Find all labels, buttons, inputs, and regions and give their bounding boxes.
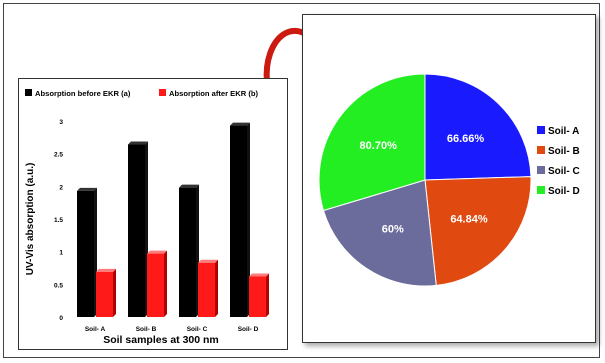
legend-swatch [537,186,545,194]
pie-data-labels: 66.66% 64.84% 60% 80.70% [360,133,488,235]
bar-before-ekr [179,187,196,317]
bar-before-ekr [77,190,94,317]
bar-top [77,187,97,191]
bar-side [247,122,250,317]
legend-swatch-before [25,89,32,96]
bar-before-ekr [230,125,247,317]
bar-top [179,184,199,188]
y-tick-label: 2 [59,184,63,191]
legend-swatch [537,126,545,134]
y-axis-label: UV-Vis absorption (a.u.) [25,163,36,276]
legend-label-before: Absorption before EKR (a) [35,89,131,98]
bar-side [266,273,269,317]
legend-label: Soil- D [548,186,580,197]
x-tick-label: Soil- B [136,326,157,333]
legend-swatch [537,166,545,174]
y-tick-labels: 0 0.5 1 1.5 2 2.5 3 [54,119,63,322]
bar-chart-panel: Absorption before EKR (a) Absorption aft… [18,78,288,350]
x-tick-label: Soil- A [85,326,106,333]
pie-slices [318,73,532,287]
bar-chart: Absorption before EKR (a) Absorption aft… [25,89,269,346]
bar-side [164,250,167,317]
pie-data-label: 60% [382,224,404,236]
bar-after-ekr [249,276,266,317]
pie-slice [424,73,532,181]
pie-data-label: 64.84% [450,213,488,225]
bar-marks [77,122,269,317]
y-tick-label: 1.5 [54,217,63,224]
bar-after-ekr [198,262,215,317]
pie-slice [318,73,426,212]
bar-top [147,250,167,254]
y-tick-label: 2.5 [54,152,63,159]
x-tick-label: Soil- C [187,326,208,333]
pie-data-label: 66.66% [447,133,485,145]
y-tick-label: 1 [59,250,63,257]
bar-top [230,122,250,126]
legend-label-after: Absorption after EKR (b) [169,89,258,98]
bar-top [128,141,148,145]
bar-side [215,259,218,317]
pie-chart-panel: 66.66% 64.84% 60% 80.70% Soil- A Soil- B Soil… [302,14,596,343]
bar-side [113,268,116,317]
pie-slice [322,179,437,287]
bar-before-ekr [128,144,145,317]
bar-top [96,268,116,272]
x-axis-label: Soil samples at 300 nm [103,334,219,346]
bar-top [249,273,269,277]
bar-after-ekr [96,271,113,317]
y-tick-label: 3 [59,119,63,126]
legend-label: Soil- A [548,126,579,137]
y-tick-label: 0 [59,315,63,322]
legend-label: Soil- B [548,146,580,157]
x-tick-labels: Soil- A Soil- B Soil- C Soil- D [85,326,259,333]
bar-after-ekr [147,253,164,317]
legend-swatch [537,146,545,154]
legend-label: Soil- C [548,166,580,177]
legend-swatch-after [159,89,166,96]
pie-data-label: 80.70% [360,140,398,152]
pie-slice [424,176,532,286]
bar-top [198,259,218,263]
x-tick-label: Soil- D [238,326,259,333]
y-tick-label: 0.5 [54,282,63,289]
pie-legend: Soil- A Soil- B Soil- C Soil- D [537,126,580,197]
